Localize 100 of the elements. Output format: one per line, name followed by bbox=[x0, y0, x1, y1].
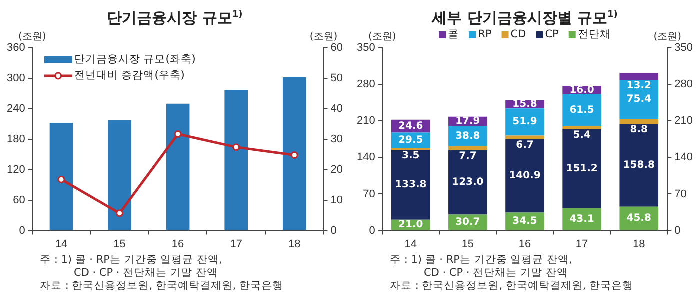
data-label: 133.8 bbox=[395, 179, 427, 190]
data-label: 34.5 bbox=[512, 216, 538, 228]
y2-tick-label: 70 bbox=[674, 188, 687, 200]
y-tick-label: 350 bbox=[356, 42, 376, 54]
y-axis-title: (조원) bbox=[368, 32, 396, 43]
data-label: 30.7 bbox=[456, 217, 480, 228]
y-tick-label: 280 bbox=[356, 78, 376, 91]
legend-label: CP bbox=[545, 28, 559, 41]
data-label: 158.8 bbox=[623, 160, 655, 172]
chart-title: 세부 단기금융시장별 규모$^{1)}$ bbox=[430, 8, 619, 27]
legend-label: 전단채 bbox=[578, 28, 611, 41]
data-label: 3.5 bbox=[402, 150, 420, 162]
x-tick-label: 17 bbox=[230, 238, 242, 250]
x-tick-label: 15 bbox=[114, 238, 126, 250]
data-label: 5.4 bbox=[573, 130, 591, 141]
data-label: 51.9 bbox=[512, 116, 538, 128]
data-label: 140.9 bbox=[509, 170, 541, 182]
data-label: 15.8 bbox=[512, 99, 538, 110]
x-tick-label: 14 bbox=[404, 238, 418, 250]
text: 주 : 1) 콜 · RP는 기간중 일평균 잔액, bbox=[390, 254, 574, 267]
data-label: 61.5 bbox=[570, 105, 594, 116]
bar bbox=[620, 124, 659, 207]
data-label: 13.2 bbox=[626, 80, 652, 92]
y-tick-label: 140 bbox=[356, 152, 376, 164]
data-label: 8.8 bbox=[630, 124, 648, 136]
data-label: 151.2 bbox=[566, 163, 598, 174]
bar bbox=[166, 104, 190, 230]
y2-tick-label: 30 bbox=[330, 133, 344, 146]
y2-tick-label: 10 bbox=[330, 194, 344, 206]
legend-label: CD bbox=[510, 28, 526, 41]
y-tick-label: 300 bbox=[6, 72, 26, 84]
point bbox=[174, 130, 182, 138]
x-tick-label: 16 bbox=[172, 238, 184, 250]
bar bbox=[448, 150, 488, 215]
x-tick-label: 14 bbox=[55, 238, 68, 250]
y-axis-title: (조원) bbox=[18, 32, 46, 43]
chart-title: 단기금융시장 규모$^{1)}$ bbox=[106, 8, 244, 27]
bar bbox=[391, 150, 430, 220]
x-tick-label: 16 bbox=[518, 238, 532, 250]
text: CD · CP · 전단채는 기말 잔액 bbox=[73, 267, 219, 280]
bar bbox=[562, 94, 602, 126]
y-tick-label: 60 bbox=[13, 194, 26, 206]
y2-tick-label: 0 bbox=[674, 224, 681, 237]
data-label: 75.4 bbox=[626, 94, 652, 106]
legend-label: 콜 bbox=[448, 28, 460, 41]
bar bbox=[506, 139, 544, 213]
y2-tick-label: 280 bbox=[674, 78, 694, 91]
bar bbox=[108, 120, 132, 230]
point bbox=[290, 151, 298, 159]
y-tick-label: 240 bbox=[6, 102, 26, 115]
legend-label: 전년대비 증감액(우축) bbox=[74, 70, 185, 82]
y2-tick-label: 60 bbox=[330, 42, 344, 54]
legend-label: RP bbox=[478, 28, 492, 41]
bar bbox=[506, 136, 544, 140]
bar bbox=[282, 77, 306, 230]
y-tick-label: 210 bbox=[356, 115, 376, 128]
bar bbox=[562, 208, 602, 230]
text: 자료 : 한국신용정보원, 한국예탁결제원, 한국은행 bbox=[40, 280, 285, 293]
x-tick-label: 17 bbox=[576, 238, 588, 250]
data-label: 6.7 bbox=[516, 140, 534, 151]
data-label: 43.1 bbox=[570, 214, 594, 225]
x-tick-label: 18 bbox=[632, 238, 646, 250]
y2-axis-title: (조원) bbox=[654, 32, 682, 43]
y2-axis-title: (조원) bbox=[310, 32, 338, 43]
data-label: 45.8 bbox=[626, 213, 652, 224]
y-tick-label: 180 bbox=[6, 133, 26, 146]
y-tick-label: 70 bbox=[363, 188, 376, 200]
y2-tick-label: 140 bbox=[674, 152, 694, 164]
bar bbox=[562, 126, 602, 130]
data-label: 24.6 bbox=[398, 120, 424, 132]
y2-tick-label: 20 bbox=[330, 164, 344, 176]
legend-label: 단기금융시장 규모(좌축) bbox=[74, 54, 196, 66]
text: CD · CP · 전단채는 기말 잔액 bbox=[423, 267, 569, 280]
bar bbox=[562, 129, 602, 208]
y2-tick-label: 50 bbox=[330, 72, 344, 84]
data-label: 16.0 bbox=[570, 84, 594, 96]
y2-tick-label: 0 bbox=[330, 224, 337, 237]
data-label: 21.0 bbox=[398, 220, 424, 231]
y-tick-label: 120 bbox=[6, 164, 26, 176]
bar bbox=[620, 73, 659, 80]
data-label: 29.5 bbox=[398, 135, 424, 146]
data-label: 123.0 bbox=[452, 177, 484, 188]
point bbox=[232, 144, 240, 152]
y-tick-label: 360 bbox=[6, 42, 26, 54]
bar bbox=[50, 123, 74, 230]
data-label: 38.8 bbox=[456, 130, 480, 142]
text: 주 : 1) 콜 · RP는 기간중 일평균 잔액, bbox=[40, 254, 224, 267]
x-tick-label: 18 bbox=[288, 238, 301, 250]
y2-tick-label: 350 bbox=[674, 42, 694, 54]
point bbox=[58, 176, 66, 184]
bar bbox=[448, 146, 488, 151]
text: 자료 : 한국신용정보원, 한국예탁결제원, 한국은행 bbox=[390, 280, 635, 293]
y2-tick-label: 210 bbox=[674, 115, 694, 128]
y2-tick-label: 40 bbox=[330, 102, 344, 115]
bar bbox=[224, 90, 248, 230]
point bbox=[116, 210, 124, 218]
y-tick-label: 0 bbox=[369, 224, 376, 237]
bar bbox=[506, 108, 544, 136]
bar bbox=[620, 119, 659, 124]
data-label: 7.7 bbox=[459, 151, 477, 162]
